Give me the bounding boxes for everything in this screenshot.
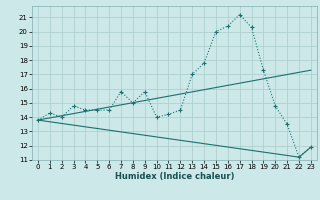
X-axis label: Humidex (Indice chaleur): Humidex (Indice chaleur)	[115, 172, 234, 181]
